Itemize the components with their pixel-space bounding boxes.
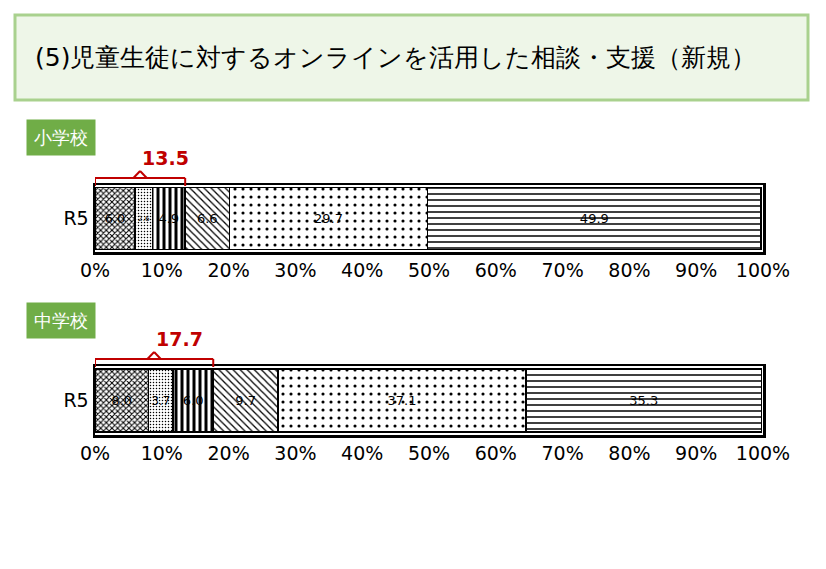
svg-text:80%: 80%	[608, 259, 650, 281]
svg-text:4.9: 4.9	[158, 211, 179, 226]
svg-text:中学校: 中学校	[34, 310, 88, 331]
svg-text:(5)児童生徒に対するオンラインを活用した相談・支援（新規）: (5)児童生徒に対するオンラインを活用した相談・支援（新規）	[35, 43, 756, 72]
svg-text:37.1: 37.1	[387, 393, 416, 408]
svg-text:2.6: 2.6	[138, 214, 150, 223]
svg-text:40%: 40%	[341, 442, 383, 464]
svg-text:35.3: 35.3	[629, 393, 658, 408]
svg-text:49.9: 49.9	[580, 211, 609, 226]
svg-text:50%: 50%	[408, 442, 450, 464]
svg-text:20%: 20%	[207, 442, 249, 464]
svg-text:10%: 10%	[141, 259, 183, 281]
svg-text:0%: 0%	[80, 442, 110, 464]
svg-text:3.7: 3.7	[151, 394, 170, 408]
svg-text:100%: 100%	[736, 442, 790, 464]
svg-text:90%: 90%	[675, 442, 717, 464]
svg-text:13.5: 13.5	[142, 147, 189, 169]
svg-text:100%: 100%	[736, 259, 790, 281]
svg-text:70%: 70%	[541, 259, 583, 281]
svg-text:小学校: 小学校	[34, 127, 88, 148]
svg-text:60%: 60%	[475, 442, 517, 464]
svg-text:60%: 60%	[475, 259, 517, 281]
svg-text:90%: 90%	[675, 259, 717, 281]
svg-text:40%: 40%	[341, 259, 383, 281]
svg-text:R5: R5	[63, 389, 88, 411]
svg-text:29.7: 29.7	[314, 211, 343, 226]
svg-text:6.0: 6.0	[183, 393, 204, 408]
svg-text:30%: 30%	[274, 259, 316, 281]
svg-text:0%: 0%	[80, 259, 110, 281]
svg-text:80%: 80%	[608, 442, 650, 464]
svg-text:17.7: 17.7	[156, 328, 203, 350]
svg-text:6.6: 6.6	[197, 211, 218, 226]
svg-text:8.0: 8.0	[111, 393, 132, 408]
svg-text:70%: 70%	[541, 442, 583, 464]
svg-text:50%: 50%	[408, 259, 450, 281]
svg-text:10%: 10%	[141, 442, 183, 464]
svg-text:9.7: 9.7	[235, 393, 256, 408]
svg-text:20%: 20%	[207, 259, 249, 281]
svg-text:6.0: 6.0	[105, 211, 126, 226]
svg-text:R5: R5	[63, 207, 88, 229]
svg-text:30%: 30%	[274, 442, 316, 464]
